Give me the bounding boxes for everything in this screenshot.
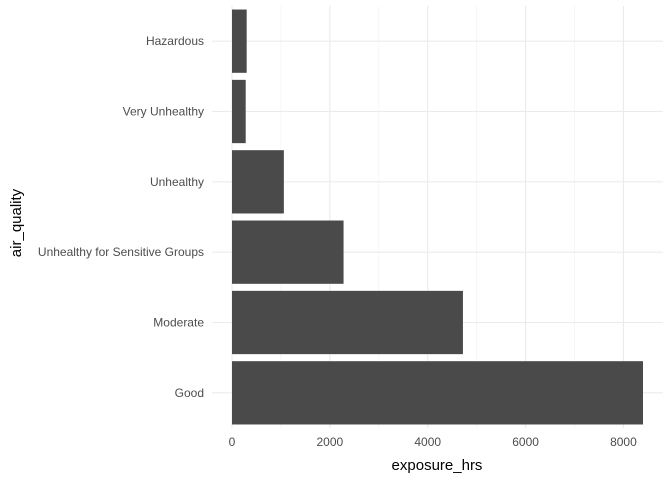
x-axis-title: exposure_hrs [392, 457, 483, 474]
bar-moderate [232, 290, 463, 355]
y-tick-label: Very Unhealthy [123, 105, 204, 119]
bar-unhealthy-for-sensitive-groups [232, 220, 344, 284]
bar-very-unhealthy [232, 79, 246, 144]
y-tick-label: Unhealthy [150, 175, 204, 189]
x-tick-labels: 0 2000 4000 6000 8000 [229, 435, 637, 449]
bar-hazardous [232, 9, 247, 73]
x-tick-label: 6000 [512, 435, 539, 449]
y-axis-title: air_quality [8, 188, 25, 257]
bar-layer [232, 9, 643, 425]
x-tick-label: 0 [229, 435, 236, 449]
y-tick-label: Hazardous [146, 34, 204, 48]
y-tick-label: Unhealthy for Sensitive Groups [38, 245, 204, 259]
bar-unhealthy [232, 150, 284, 214]
bar-good [232, 361, 643, 425]
x-tick-label: 4000 [414, 435, 441, 449]
x-tick-label: 8000 [610, 435, 637, 449]
y-tick-label: Good [175, 386, 204, 400]
y-tick-label: Moderate [153, 316, 204, 330]
y-tick-labels: Good Moderate Unhealthy for Sensitive Grou… [38, 34, 204, 400]
x-tick-label: 2000 [317, 435, 344, 449]
